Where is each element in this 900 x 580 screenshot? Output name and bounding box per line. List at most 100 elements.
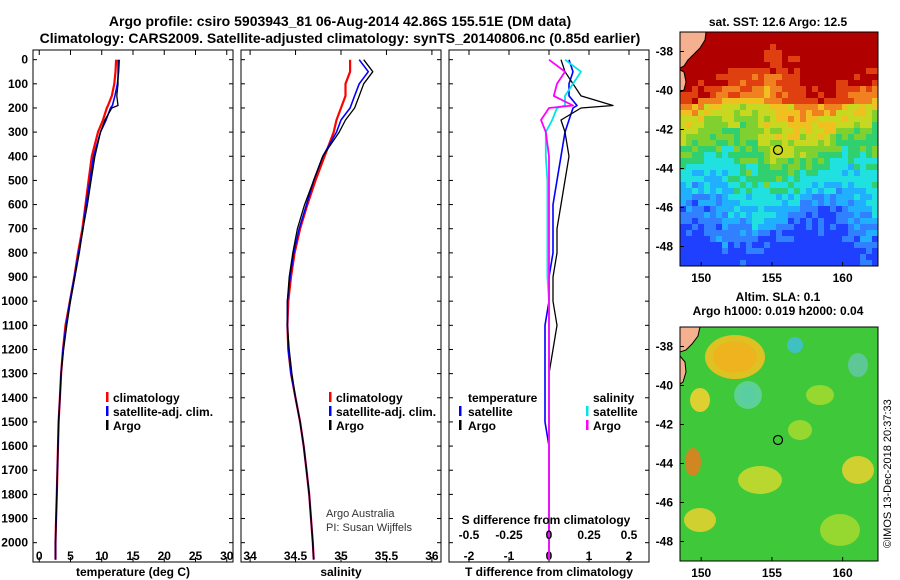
sst-cell	[686, 200, 692, 206]
sst-cell	[686, 176, 692, 182]
sst-cell	[764, 50, 770, 56]
sst-cell	[854, 242, 860, 248]
sst-cell	[812, 80, 818, 86]
sst-cell	[812, 176, 818, 182]
sst-cell	[722, 260, 728, 266]
sst-cell	[872, 206, 878, 212]
sst-cell	[854, 188, 860, 194]
series-line-satellite-adj-clim-	[54, 59, 121, 560]
sst-cell	[722, 80, 728, 86]
sst-cell	[698, 248, 704, 254]
sst-cell	[698, 170, 704, 176]
sst-cell	[776, 134, 782, 140]
sst-cell	[830, 230, 836, 236]
sst-cell	[728, 200, 734, 206]
sst-cell	[680, 242, 686, 248]
sst-cell	[854, 224, 860, 230]
sst-cell	[824, 194, 830, 200]
sst-cell	[770, 212, 776, 218]
sst-cell	[746, 230, 752, 236]
sst-cell	[764, 110, 770, 116]
sst-cell	[686, 230, 692, 236]
sst-cell	[770, 236, 776, 242]
sst-cell	[770, 80, 776, 86]
series-line-climatology	[54, 59, 118, 560]
sst-cell	[746, 182, 752, 188]
lat-tick-label: -38	[656, 340, 674, 354]
sst-cell	[782, 146, 788, 152]
sst-cell	[752, 176, 758, 182]
sst-cell	[788, 206, 794, 212]
sst-cell	[758, 74, 764, 80]
sst-cell	[860, 182, 866, 188]
sst-cell	[824, 152, 830, 158]
sst-cell	[680, 176, 686, 182]
sst-cell	[716, 104, 722, 110]
sst-cell	[764, 200, 770, 206]
sst-cell	[800, 158, 806, 164]
lat-tick-label: -44	[656, 162, 674, 176]
sst-cell	[836, 98, 842, 104]
sst-cell	[728, 194, 734, 200]
sst-cell	[872, 188, 878, 194]
sst-cell	[842, 74, 848, 80]
sst-cell	[734, 68, 740, 74]
sst-cell	[842, 158, 848, 164]
sst-cell	[848, 68, 854, 74]
sst-cell	[806, 98, 812, 104]
sst-cell	[704, 44, 710, 50]
sla-map-frame	[679, 326, 879, 562]
sst-cell	[746, 128, 752, 134]
sst-cell	[806, 188, 812, 194]
sst-cell	[818, 170, 824, 176]
sst-cell	[794, 44, 800, 50]
x-tick-label: 35	[334, 549, 348, 563]
sst-cell	[710, 152, 716, 158]
sst-cell	[788, 200, 794, 206]
sst-cell	[680, 104, 686, 110]
sst-cell	[794, 236, 800, 242]
sst-cell	[752, 38, 758, 44]
sst-cell	[806, 212, 812, 218]
sst-cell	[782, 62, 788, 68]
sst-cell	[800, 236, 806, 242]
sst-cell	[698, 236, 704, 242]
sst-cell	[722, 242, 728, 248]
sst-cell	[818, 74, 824, 80]
sst-cell	[872, 230, 878, 236]
sst-cell	[770, 32, 776, 38]
sst-cell	[746, 176, 752, 182]
series-line-satellite-adj-clim-	[286, 59, 370, 560]
sst-cell	[698, 62, 704, 68]
legend-swatch-s-satellite	[586, 406, 589, 416]
series-line-argo	[54, 59, 119, 560]
sst-cell	[800, 128, 806, 134]
sst-cell	[824, 68, 830, 74]
sst-cell	[752, 212, 758, 218]
sst-cell	[812, 164, 818, 170]
sst-cell	[824, 32, 830, 38]
sst-cell	[842, 134, 848, 140]
sst-cell	[794, 80, 800, 86]
lon-tick-label: 160	[833, 271, 853, 285]
depth-tick-label: 1400	[1, 391, 28, 405]
s-tick-label: 0.5	[621, 528, 638, 542]
s-difference-label: S difference from climatology	[462, 513, 631, 527]
sst-cell	[734, 218, 740, 224]
sst-cell	[782, 116, 788, 122]
sst-cell	[746, 62, 752, 68]
sst-cell	[764, 206, 770, 212]
sst-cell	[830, 74, 836, 80]
sst-cell	[860, 116, 866, 122]
sst-cell	[734, 80, 740, 86]
sst-cell	[740, 86, 746, 92]
sst-cell	[758, 248, 764, 254]
sst-cell	[740, 134, 746, 140]
sst-cell	[782, 80, 788, 86]
sst-cell	[860, 92, 866, 98]
sst-cell	[818, 44, 824, 50]
sst-cell	[710, 224, 716, 230]
sst-cell	[686, 80, 692, 86]
sst-cell	[680, 134, 686, 140]
sst-cell	[806, 218, 812, 224]
